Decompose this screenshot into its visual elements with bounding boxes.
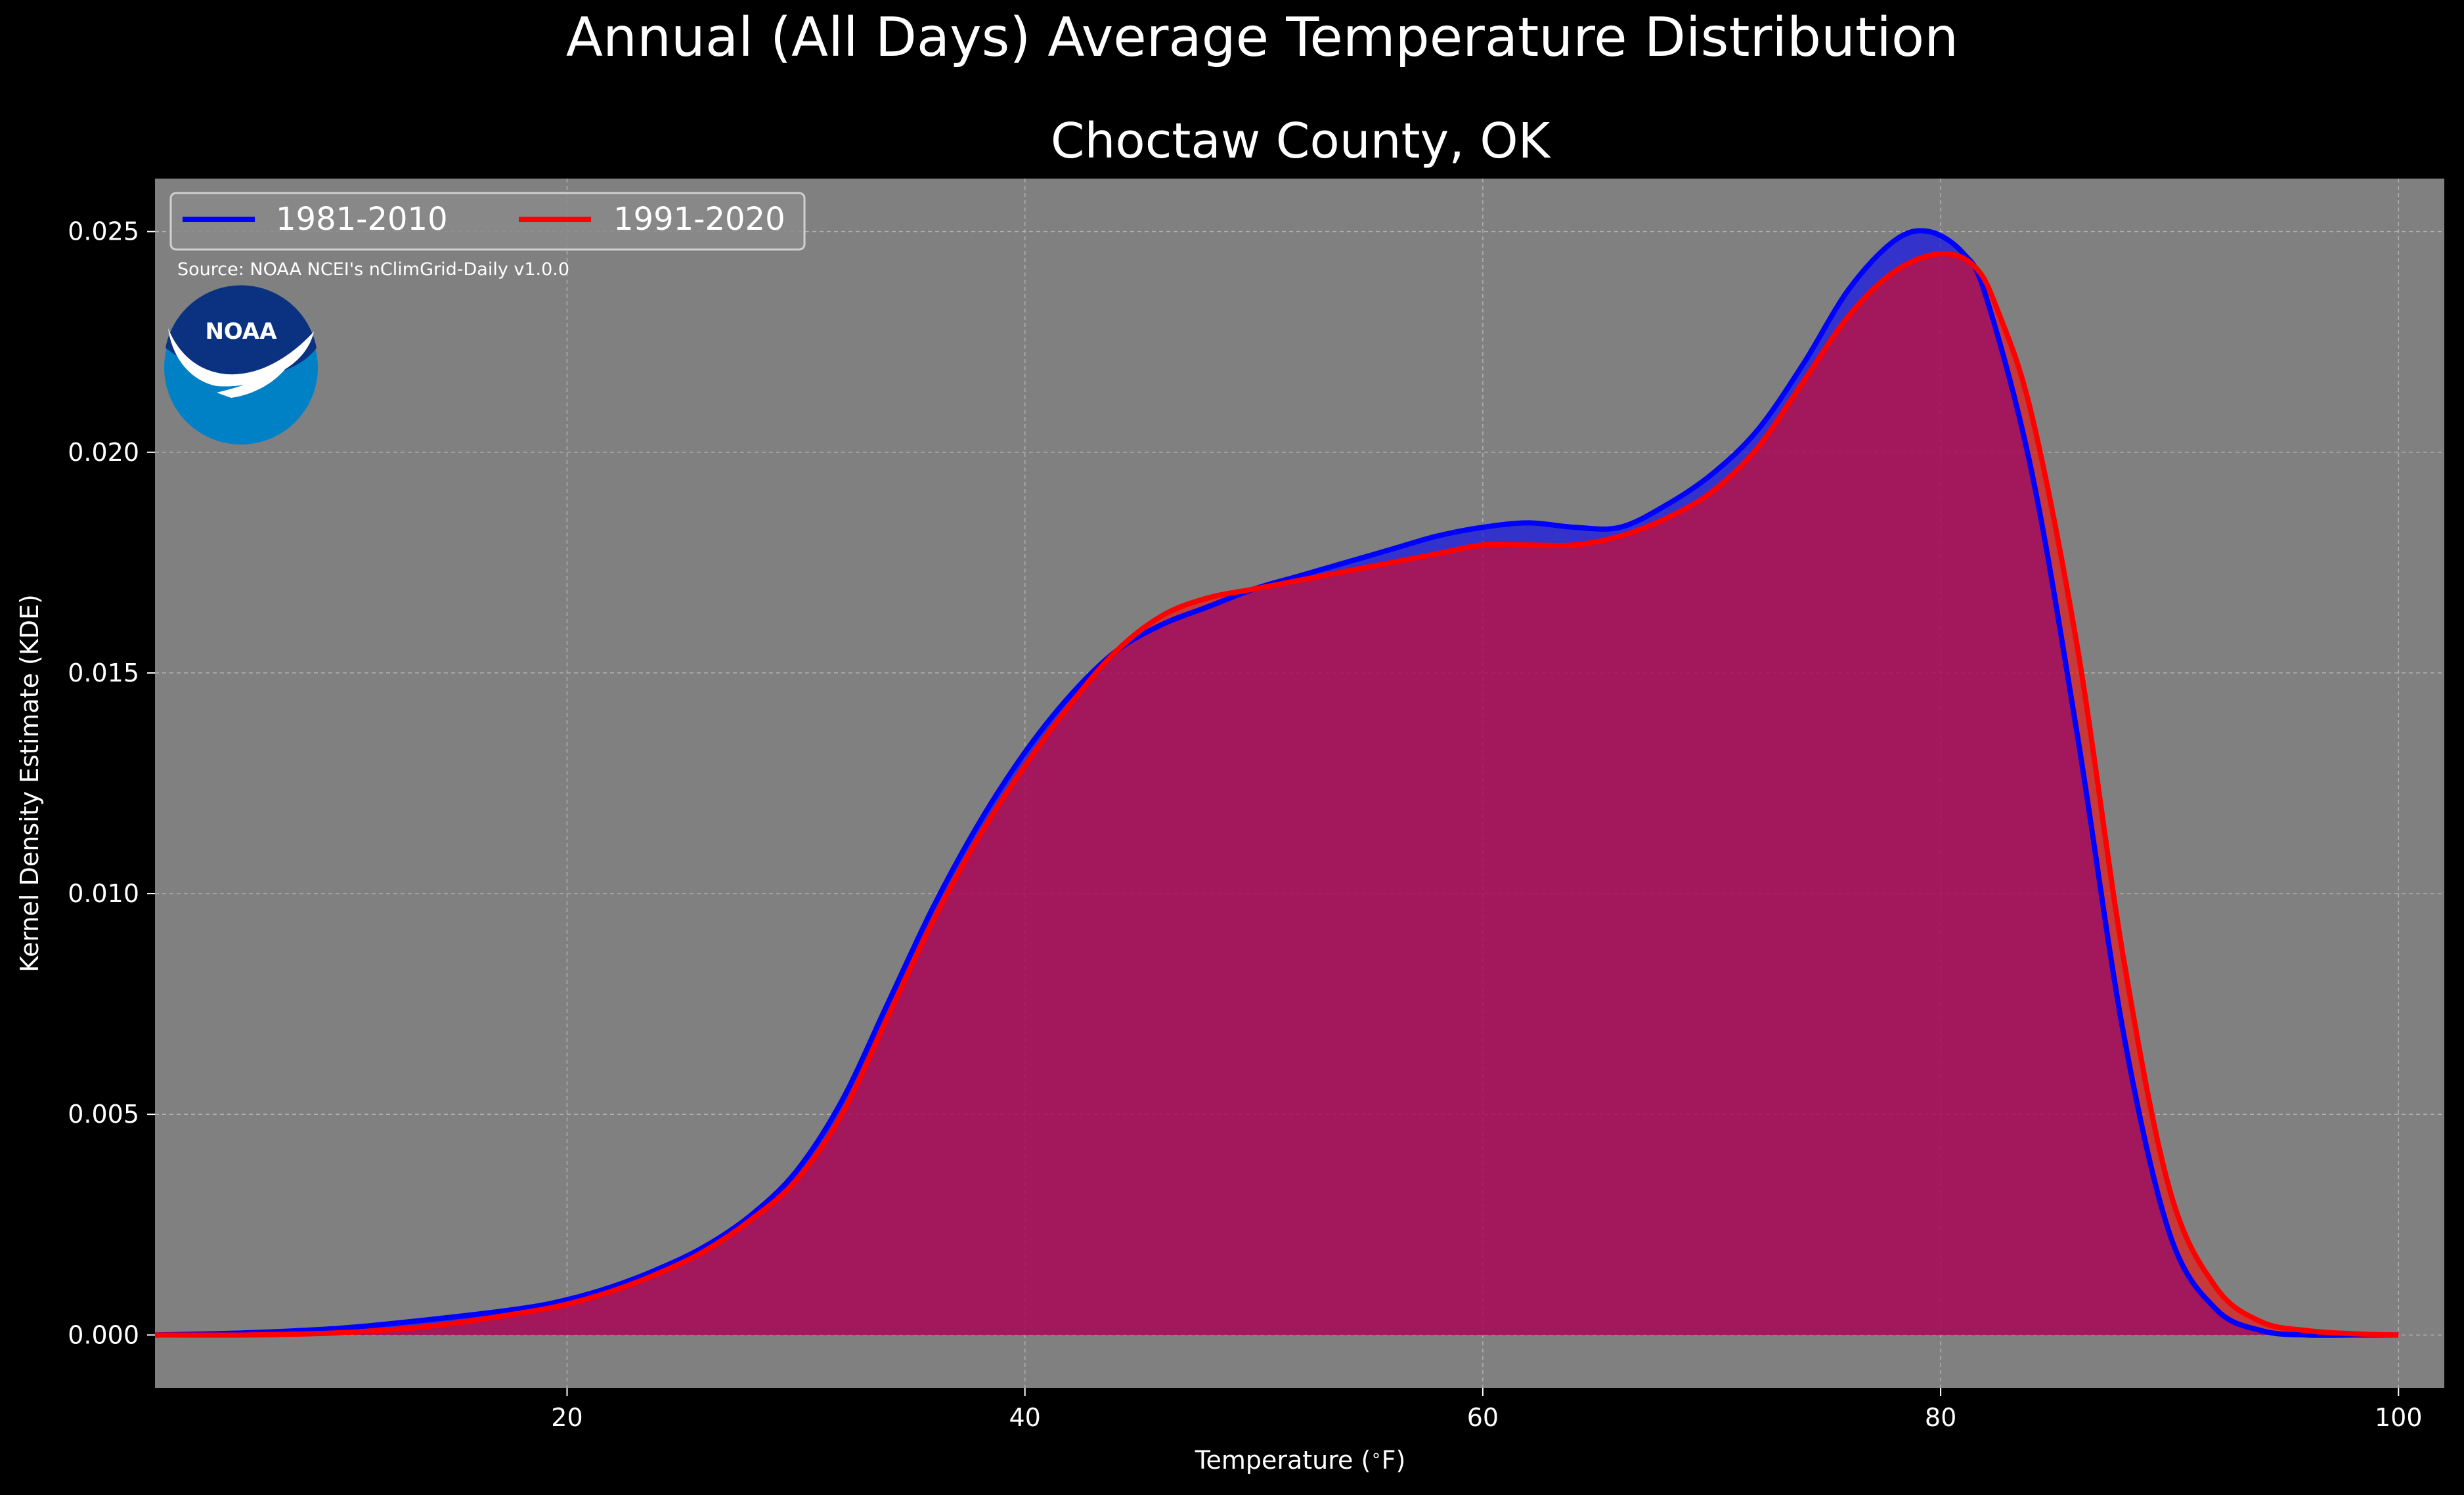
figure-suptitle: Annual (All Days) Average Temperature Di…: [566, 7, 1958, 69]
legend-label-1991-2020: 1991-2020: [613, 201, 785, 238]
x-tick-label: 40: [1009, 1403, 1041, 1432]
series-line-1981-2010: [155, 228, 2399, 1338]
series-line-1991-2020: [155, 251, 2399, 1338]
chart-title: Choctaw County, OK: [1051, 113, 1552, 169]
y-tick-label: 0.015: [68, 659, 139, 687]
axis-ticks: 20 40 60 80 100 0.000 0.005 0.010 0.015 0.020 0.02…: [68, 217, 2422, 1432]
y-tick-label: 0.025: [68, 217, 139, 246]
y-tick-label: 0.000: [68, 1320, 139, 1349]
noaa-logo: NOAA: [164, 285, 318, 444]
y-tick-label: 0.020: [68, 438, 139, 467]
x-tick-label: 80: [1925, 1403, 1956, 1432]
x-axis-label: Temperature (∘F): [1195, 1446, 1406, 1475]
legend-label-1981-2010: 1981-2010: [276, 201, 448, 238]
source-note: Source: NOAA NCEI's nClimGrid-Daily v1.0…: [177, 259, 569, 280]
legend: 1981-2010 1991-2020: [169, 192, 806, 251]
legend-box: [169, 192, 806, 251]
y-tick-label: 0.005: [68, 1100, 139, 1129]
x-tick-label: 60: [1467, 1403, 1499, 1432]
area-fill-1991-2020: [155, 253, 2399, 1335]
x-tick-label: 100: [2375, 1403, 2423, 1432]
noaa-logo-text: NOAA: [205, 318, 277, 345]
x-tick-label: 20: [551, 1403, 583, 1432]
series-layer: [155, 228, 2399, 1338]
y-axis-label: Kernel Density Estimate (KDE): [15, 594, 44, 972]
y-tick-label: 0.010: [68, 879, 139, 908]
